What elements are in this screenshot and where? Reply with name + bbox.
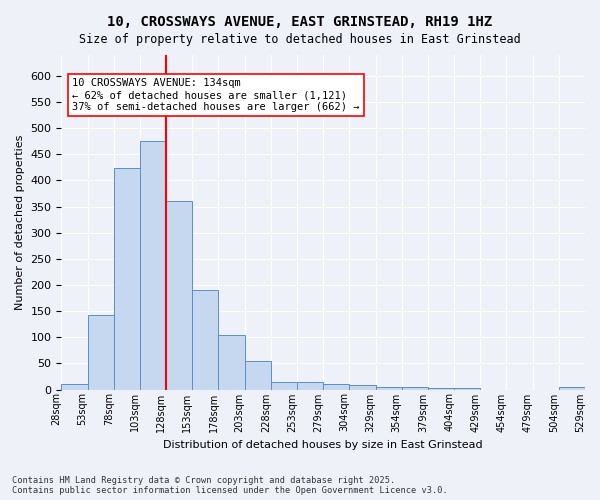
- Bar: [428, 388, 454, 390]
- Bar: [88, 315, 114, 390]
- Bar: [454, 388, 480, 390]
- Bar: [166, 202, 193, 390]
- Bar: [114, 168, 140, 390]
- Bar: [271, 382, 297, 390]
- Bar: [323, 384, 349, 390]
- Bar: [245, 362, 271, 390]
- Text: Contains HM Land Registry data © Crown copyright and database right 2025.
Contai: Contains HM Land Registry data © Crown c…: [12, 476, 448, 495]
- Bar: [140, 140, 166, 390]
- Text: 10, CROSSWAYS AVENUE, EAST GRINSTEAD, RH19 1HZ: 10, CROSSWAYS AVENUE, EAST GRINSTEAD, RH…: [107, 15, 493, 29]
- Bar: [349, 385, 376, 390]
- Text: 10 CROSSWAYS AVENUE: 134sqm
← 62% of detached houses are smaller (1,121)
37% of : 10 CROSSWAYS AVENUE: 134sqm ← 62% of det…: [72, 78, 359, 112]
- Bar: [376, 387, 402, 390]
- Bar: [193, 290, 218, 390]
- Bar: [402, 388, 428, 390]
- Bar: [297, 382, 323, 390]
- X-axis label: Distribution of detached houses by size in East Grinstead: Distribution of detached houses by size …: [163, 440, 483, 450]
- Bar: [559, 387, 585, 390]
- Y-axis label: Number of detached properties: Number of detached properties: [15, 134, 25, 310]
- Text: Size of property relative to detached houses in East Grinstead: Size of property relative to detached ho…: [79, 32, 521, 46]
- Bar: [61, 384, 88, 390]
- Bar: [218, 334, 245, 390]
